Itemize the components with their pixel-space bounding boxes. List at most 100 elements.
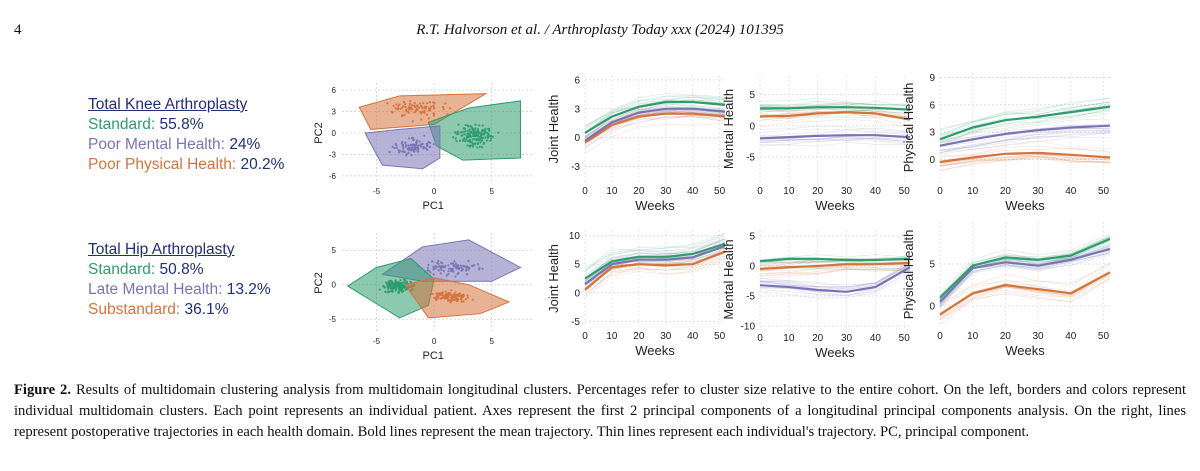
knee-mental-individual-orange (759, 108, 911, 120)
knee-joint-individual-green (584, 95, 726, 126)
hip-substandard-label: Substandard: (88, 301, 181, 318)
knee-pca-point (432, 107, 436, 110)
hip-physical-ytick: 5 (929, 260, 935, 271)
knee-joint-individual-green (584, 93, 726, 127)
knee-pca-point (394, 142, 397, 146)
knee-pca-point (454, 137, 457, 140)
knee-pca-point (486, 131, 489, 134)
knee-pca-point (468, 140, 471, 143)
hip-physical-individual-orange (939, 271, 1111, 319)
knee-pca-point (397, 149, 400, 152)
knee-pca-point (428, 145, 432, 149)
hip-pca-point (448, 298, 451, 302)
hip-physical-individual-orange (939, 277, 1111, 321)
hip-joint-xtick: 10 (606, 331, 618, 342)
knee-pca-point (426, 102, 429, 105)
hip-joint-ytick: -5 (571, 317, 580, 328)
knee-pca-point (406, 147, 409, 151)
knee-mental-individual-purple (759, 125, 911, 132)
hip-pca-point (447, 292, 450, 295)
knee-pca-point (404, 145, 407, 148)
hip-pca-point (438, 294, 441, 297)
hip-mental-ytick: -5 (746, 292, 755, 303)
hip-joint-individual-orange (584, 259, 726, 299)
hip-pca-point (447, 267, 451, 270)
knee-pca-point (426, 144, 429, 147)
knee-pca-point (397, 107, 400, 110)
knee-pca-point (410, 104, 413, 107)
knee-pca-point (407, 111, 410, 114)
hip-physical-ylabel: Physical Health (901, 230, 916, 320)
hip-pca-point (456, 273, 459, 276)
hip-physical-individual-purple (939, 253, 1111, 306)
hip-mental-xtick: 50 (899, 333, 911, 344)
knee-pca-point (461, 139, 465, 142)
knee-pca-point (486, 134, 489, 137)
knee-pca-point (469, 135, 473, 138)
hip-physical-individual-orange (939, 274, 1111, 319)
knee-pca-point (404, 103, 407, 106)
knee-mental-individual-purple (759, 142, 911, 147)
knee-physical-value: 20.2% (240, 156, 285, 173)
knee-pca-point (410, 106, 413, 109)
hip-joint-ytick: 10 (569, 231, 581, 242)
knee-pca-point (409, 102, 412, 105)
knee-pca-point (408, 147, 411, 150)
hip-pca-point (450, 262, 453, 265)
hip-physical-xtick: 10 (967, 331, 979, 342)
knee-joint-xtick: 50 (714, 186, 726, 197)
knee-joint-individual-orange (584, 115, 726, 144)
knee-legend: Total Knee Arthroplasty Standard: 55.8% … (88, 95, 284, 175)
hip-joint-individual-purple (584, 238, 726, 279)
hip-pca-point (445, 293, 448, 297)
hip-pca-xtick: -5 (373, 337, 381, 346)
hip-pca-point (440, 292, 443, 295)
hip-pca-point (386, 291, 389, 294)
knee-physical-individual-orange (939, 140, 1111, 153)
running-header: R.T. Halvorson et al. / Arthroplasty Tod… (416, 22, 784, 38)
hip-mental-individual-orange (759, 267, 911, 276)
knee-pca-point (467, 125, 470, 128)
knee-pca-point (484, 129, 487, 132)
hip-pca-point (399, 286, 402, 289)
knee-physical-individual-orange (939, 155, 1111, 164)
hip-physical-individual-orange (939, 265, 1111, 308)
knee-mental-individual-purple (759, 137, 911, 143)
hip-pca-point (404, 279, 407, 282)
knee-pca-point (471, 145, 474, 148)
knee-physical-individual-green (939, 101, 1111, 136)
knee-joint-individual-orange (584, 123, 726, 154)
knee-pca-point (471, 138, 474, 141)
knee-mental-mean-purple (759, 134, 911, 140)
knee-physical-ytick: 3 (929, 128, 935, 139)
knee-pca-point (489, 134, 493, 138)
knee-pca-point (478, 124, 481, 127)
knee-physical-individual-orange (939, 147, 1111, 158)
knee-physical-xtick: 10 (967, 186, 979, 197)
knee-mental-individual-purple (759, 137, 911, 143)
knee-mental-individual-purple (759, 138, 911, 144)
knee-physical-ytick: 6 (929, 100, 935, 111)
knee-pca-point (418, 102, 422, 105)
hip-mental-individual-purple (759, 272, 911, 297)
knee-pca-point (497, 131, 500, 134)
knee-mental-individual-purple (759, 135, 911, 140)
knee-physical-individual-purple (939, 131, 1111, 152)
knee-pca-point (486, 136, 490, 139)
knee-pca-point (404, 105, 407, 109)
knee-physical-individual-orange (939, 145, 1111, 157)
knee-pca-ylabel: PC2 (313, 122, 325, 143)
hip-pca-point (398, 289, 401, 292)
hip-pca-point (436, 261, 439, 264)
hip-physical-ytick: 0 (929, 302, 935, 313)
hip-pca-point (403, 286, 406, 289)
knee-mental-xtick: 50 (899, 186, 911, 197)
knee-physical-individual-orange (939, 154, 1111, 163)
knee-physical-mean-purple (939, 124, 1111, 147)
knee-pca-point (407, 144, 410, 147)
hip-pca-point (459, 264, 462, 267)
hip-pca-point (437, 265, 440, 268)
knee-pca-point (425, 113, 429, 116)
caption-label: Figure 2. (14, 382, 71, 398)
hip-pca-point (451, 267, 454, 270)
